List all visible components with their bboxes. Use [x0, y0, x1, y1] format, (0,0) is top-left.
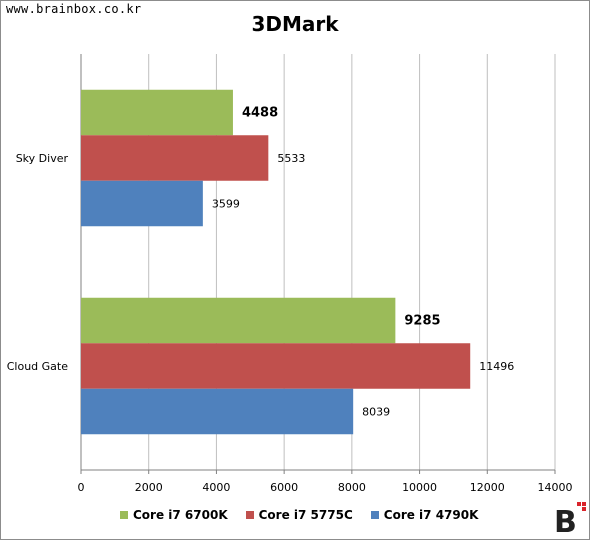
bar [81, 297, 396, 344]
brainbox-logo: B [552, 500, 588, 540]
data-label: 4488 [242, 106, 278, 121]
chart-title: 3DMark [251, 12, 339, 36]
legend-label-4790k: Core i7 4790K [383, 508, 479, 522]
x-tick-label: 0 [78, 481, 85, 494]
data-label: 3599 [212, 198, 240, 211]
legend-swatch-5775c [245, 511, 254, 519]
watermark-text: www.brainbox.co.kr [6, 2, 142, 16]
data-label: 9285 [404, 314, 440, 329]
bar [81, 343, 471, 389]
x-tick-label: 14000 [538, 481, 573, 494]
category-label: Sky Diver [16, 152, 69, 165]
bar [81, 89, 233, 136]
legend-item-6700k: Core i7 6700K [120, 508, 228, 522]
legend-item-5775c: Core i7 5775C [245, 508, 353, 522]
logo-letter: B [554, 505, 577, 536]
legend-swatch-4790k [370, 511, 379, 519]
category-label: Cloud Gate [7, 360, 68, 373]
bar [81, 135, 269, 181]
data-label: 8039 [362, 406, 390, 419]
legend-label-5775c: Core i7 5775C [258, 508, 353, 522]
x-tick-label: 2000 [135, 481, 163, 494]
legend-label-6700k: Core i7 6700K [133, 508, 228, 522]
bar [81, 388, 354, 435]
data-label: 5533 [277, 152, 305, 165]
legend-swatch-6700k [120, 511, 128, 519]
x-tick-label: 12000 [470, 481, 505, 494]
x-tick-label: 4000 [202, 481, 230, 494]
x-tick-label: 6000 [270, 481, 298, 494]
legend: Core i7 6700K Core i7 5775C Core i7 4790… [120, 508, 478, 522]
data-label: 11496 [479, 360, 514, 373]
bar [81, 180, 203, 227]
legend-item-4790k: Core i7 4790K [370, 508, 479, 522]
x-tick-label: 8000 [338, 481, 366, 494]
x-tick-label: 10000 [402, 481, 437, 494]
